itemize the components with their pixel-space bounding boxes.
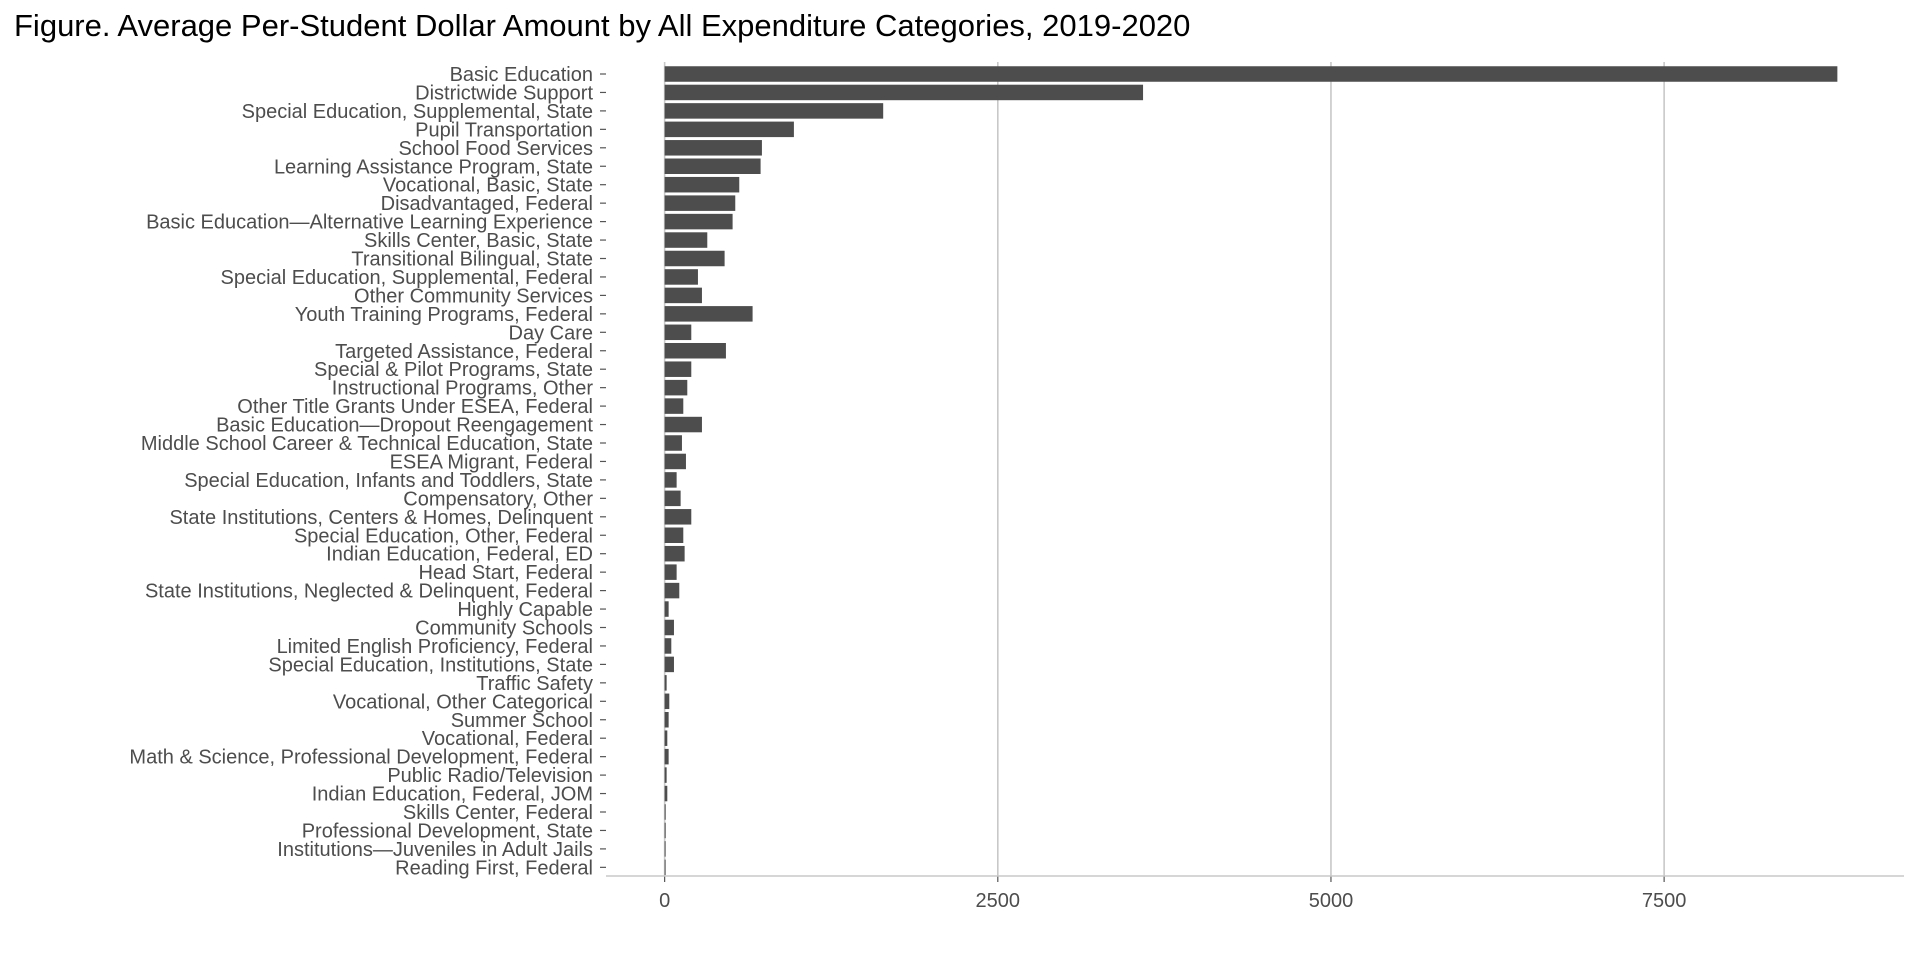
category-label-school-food-services: School Food Services (398, 138, 593, 160)
bar-special-pilot-programs-state (664, 361, 692, 377)
bar-basic-education (664, 66, 1838, 82)
bar-limited-english-proficiency-federal (664, 638, 672, 654)
category-label-youth-training-programs-federal: Youth Training Programs, Federal (295, 304, 593, 326)
bar-highly-capable (664, 601, 669, 617)
category-label-state-institutions-centers-homes-delinquent: State Institutions, Centers & Homes, Del… (169, 507, 593, 529)
bar-summer-school (664, 712, 669, 728)
category-label-other-title-grants-under-esea-federal: Other Title Grants Under ESEA, Federal (237, 396, 593, 418)
bar-special-education-supplemental-state (664, 103, 884, 119)
category-label-vocational-federal: Vocational, Federal (422, 728, 593, 750)
category-label-basic-education: Basic Education (450, 64, 593, 86)
bar-state-institutions-centers-homes-delinquent (664, 509, 692, 525)
category-label-special-education-supplemental-federal: Special Education, Supplemental, Federal (221, 267, 593, 289)
category-label-limited-english-proficiency-federal: Limited English Proficiency, Federal (277, 636, 593, 658)
x-tick-labels: 0 2500 5000 7500 (659, 890, 1686, 912)
bar-learning-assistance-program-state (664, 158, 761, 174)
bar-pupil-transportation (664, 121, 794, 138)
category-label-instructional-programs-other: Instructional Programs, Other (332, 378, 594, 400)
bar-special-education-institutions-state (664, 656, 674, 673)
bar-transitional-bilingual-state (664, 250, 725, 267)
bar-head-start-federal (664, 564, 677, 580)
category-label-day-care: Day Care (509, 322, 593, 344)
bar-basic-education-alternative-learning-experience (664, 213, 733, 230)
bar-vocational-federal (664, 730, 668, 746)
category-label-summer-school: Summer School (451, 710, 593, 732)
x-tick-label-7500: 7500 (1642, 890, 1687, 912)
bar-institutions-juveniles-in-adult-jails (664, 841, 666, 857)
category-label-learning-assistance-program-state: Learning Assistance Program, State (274, 156, 593, 178)
bar-other-community-services (664, 287, 702, 304)
bar-reading-first-federal (664, 859, 666, 876)
category-label-basic-education-dropout-reengagement: Basic Education—Dropout Reengagement (216, 415, 593, 437)
bar-districtwide-support (664, 84, 1144, 101)
bar-disadvantaged-federal (664, 195, 736, 211)
category-label-transitional-bilingual-state: Transitional Bilingual, State (351, 249, 593, 271)
category-label-head-start-federal: Head Start, Federal (418, 562, 593, 584)
gridlines (663, 62, 1665, 876)
x-tick-label-0: 0 (659, 890, 670, 912)
bar-esea-migrant-federal (664, 453, 686, 470)
category-label-special-education-infants-and-toddlers-state: Special Education, Infants and Toddlers,… (184, 470, 593, 492)
bar-targeted-assistance-federal (664, 343, 726, 359)
bar-compensatory-other (664, 490, 681, 507)
bar-special-education-other-federal (664, 527, 684, 543)
bar-indian-education-federal-jom (664, 785, 668, 802)
bar-other-title-grants-under-esea-federal (664, 398, 684, 414)
category-label-special-education-institutions-state: Special Education, Institutions, State (268, 654, 593, 676)
bar-public-radio-television (664, 767, 667, 783)
category-label-institutions-juveniles-in-adult-jails: Institutions—Juveniles in Adult Jails (277, 839, 593, 861)
bar-state-institutions-neglected-delinquent-federal (664, 582, 680, 599)
bar-basic-education-dropout-reengagement (664, 416, 702, 433)
category-label-vocational-other-categorical: Vocational, Other Categorical (333, 691, 593, 713)
category-label-state-institutions-neglected-delinquent-federal: State Institutions, Neglected & Delinque… (145, 581, 593, 603)
category-label-math-science-professional-development-federal: Math & Science, Professional Development… (129, 747, 593, 769)
bar-vocational-other-categorical (664, 693, 670, 710)
category-label-other-community-services: Other Community Services (354, 285, 593, 307)
bar-indian-education-federal-ed (664, 545, 685, 562)
category-label-middle-school-career-technical-education-state: Middle School Career & Technical Educati… (141, 433, 593, 455)
bar-skills-center-federal (664, 804, 666, 820)
x-tick-label-5000: 5000 (1309, 890, 1354, 912)
category-label-traffic-safety: Traffic Safety (476, 673, 593, 695)
x-tick-label-2500: 2500 (976, 890, 1021, 912)
category-label-community-schools: Community Schools (415, 618, 593, 640)
bar-day-care (664, 324, 692, 341)
category-label-esea-migrant-federal: ESEA Migrant, Federal (390, 451, 593, 473)
bar-instructional-programs-other (664, 379, 688, 396)
category-label-reading-first-federal: Reading First, Federal (395, 857, 593, 879)
category-label-skills-center-basic-state: Skills Center, Basic, State (364, 230, 593, 252)
bar-youth-training-programs-federal (664, 306, 753, 322)
bar-special-education-supplemental-federal (664, 269, 698, 285)
bar-traffic-safety (664, 675, 667, 691)
bar-middle-school-career-technical-education-state (664, 435, 682, 451)
category-label-disadvantaged-federal: Disadvantaged, Federal (381, 193, 593, 215)
category-label-indian-education-federal-jom: Indian Education, Federal, JOM (312, 784, 593, 806)
category-label-highly-capable: Highly Capable (457, 599, 593, 621)
category-label-compensatory-other: Compensatory, Other (403, 488, 593, 510)
category-label-special-pilot-programs-state: Special & Pilot Programs, State (314, 359, 593, 381)
axes (600, 73, 1904, 882)
category-label-professional-development-state: Professional Development, State (302, 820, 593, 842)
category-label-districtwide-support: Districtwide Support (415, 82, 593, 104)
category-label-indian-education-federal-ed: Indian Education, Federal, ED (326, 544, 593, 566)
chart-title: Figure. Average Per-Student Dollar Amoun… (14, 8, 1191, 43)
category-label-vocational-basic-state: Vocational, Basic, State (383, 175, 593, 197)
category-label-special-education-supplemental-state: Special Education, Supplemental, State (242, 101, 593, 123)
category-label-public-radio-television: Public Radio/Television (387, 765, 593, 787)
category-label-pupil-transportation: Pupil Transportation (415, 119, 593, 141)
bar-vocational-basic-state (664, 176, 740, 193)
bar-math-science-professional-development-federal (664, 748, 669, 765)
category-label-special-education-other-federal: Special Education, Other, Federal (294, 525, 593, 547)
bar-community-schools (664, 619, 674, 636)
bar-special-education-infants-and-toddlers-state (664, 472, 677, 488)
bars (664, 66, 1838, 876)
category-label-skills-center-federal: Skills Center, Federal (403, 802, 593, 824)
category-label-targeted-assistance-federal: Targeted Assistance, Federal (335, 341, 593, 363)
bar-skills-center-basic-state (664, 232, 708, 248)
bar-school-food-services (664, 140, 762, 156)
category-label-basic-education-alternative-learning-experience: Basic Education—Alternative Learning Exp… (146, 212, 593, 234)
bar-professional-development-state (664, 822, 666, 839)
